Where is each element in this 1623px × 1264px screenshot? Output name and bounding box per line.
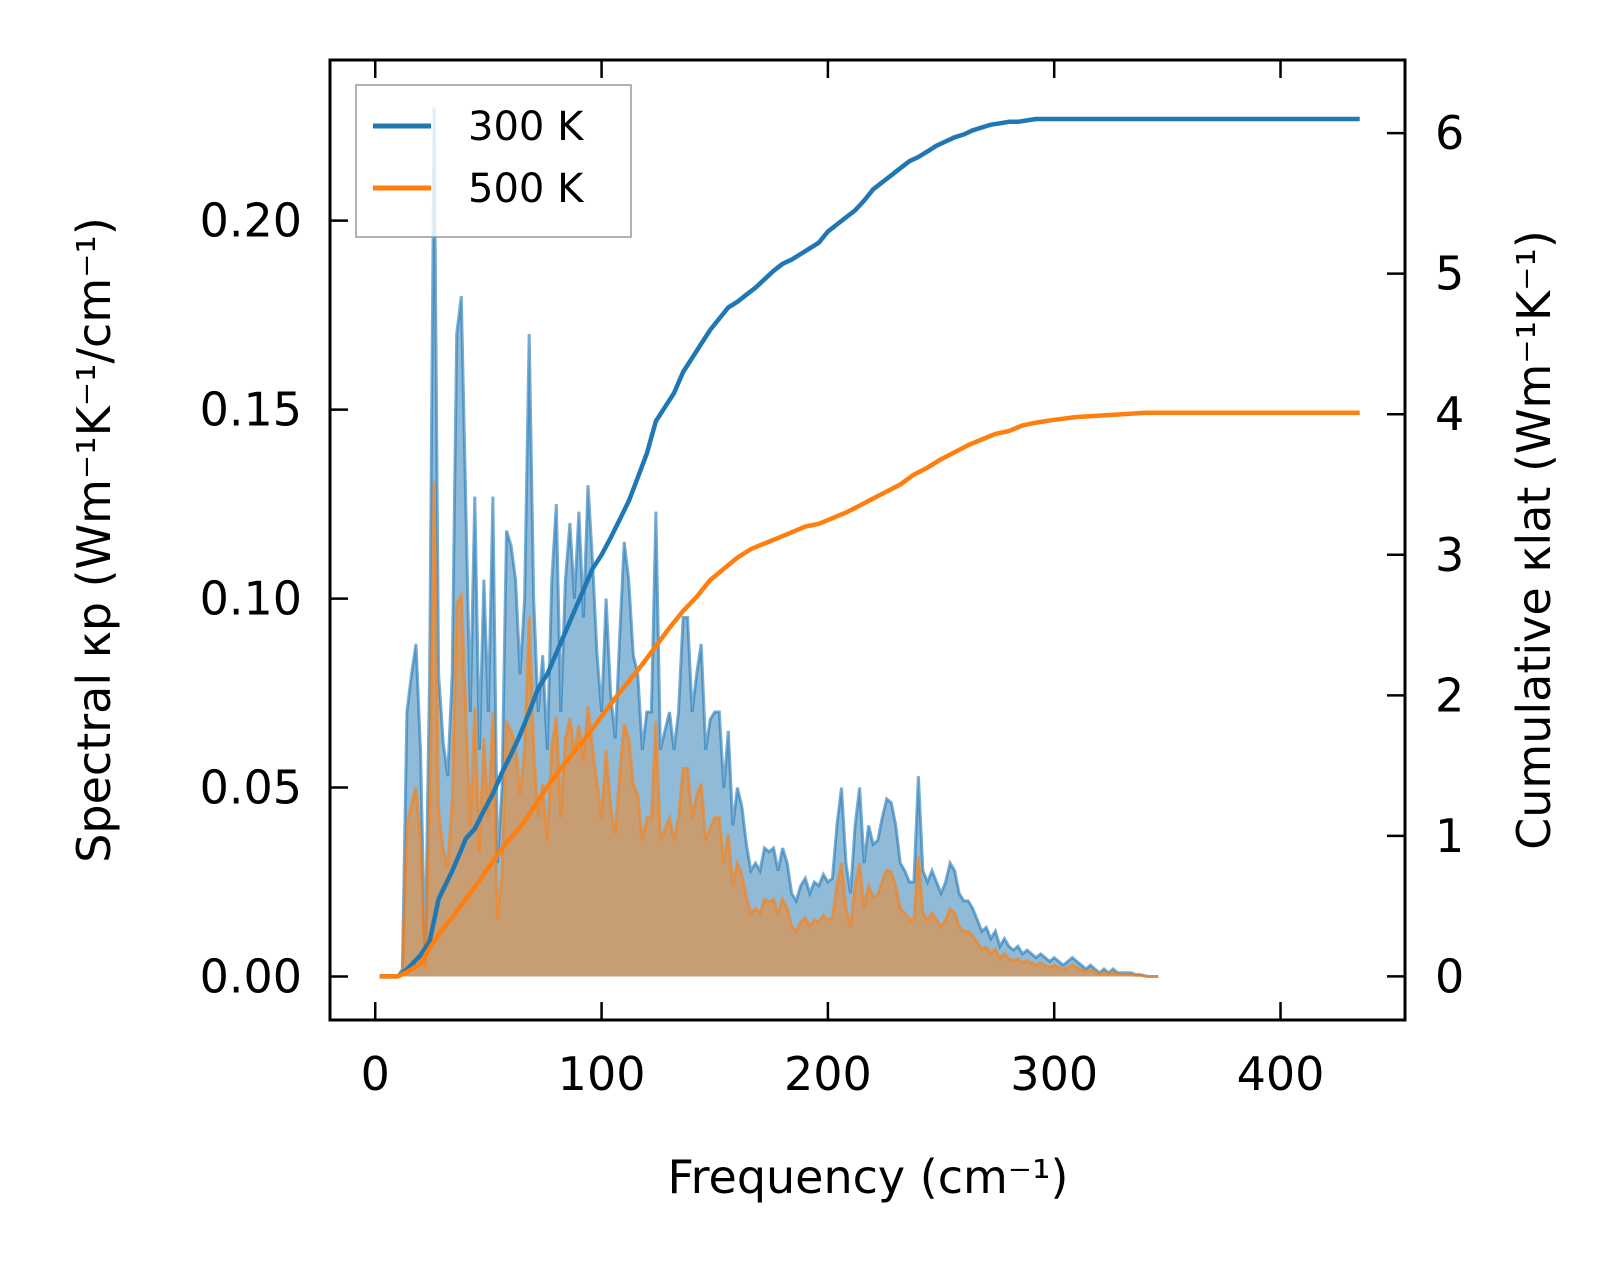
x-tick-label: 400	[1237, 1047, 1325, 1101]
legend-label-300k: 300 K	[468, 104, 585, 150]
plot-frame	[328, 58, 1407, 1022]
spectral-fill-layer	[379, 107, 1159, 978]
x-tick-label: 200	[784, 1047, 872, 1101]
y-left-tick-label: 0.20	[200, 194, 302, 248]
legend: 300 K 500 K	[355, 84, 632, 238]
y-left-tick-label: 0.15	[200, 383, 302, 437]
spectral-outline-500k	[379, 480, 1159, 978]
cumulative-line-300k	[379, 116, 1360, 979]
x-tick-label: 100	[558, 1047, 646, 1101]
y-left-tick-label: 0.05	[200, 761, 302, 815]
y-right-tick-label: 4	[1435, 387, 1464, 441]
y-right-tick-label: 2	[1435, 668, 1464, 722]
y-left-tick-label: 0.00	[200, 950, 302, 1004]
y-right-tick-label: 5	[1435, 247, 1464, 301]
y-right-tick-label: 1	[1435, 809, 1464, 863]
legend-label-500k: 500 K	[468, 166, 585, 212]
cumulative-line-500k	[379, 410, 1360, 979]
cumulative-line-layer	[379, 116, 1360, 979]
y-right-tick-label: 3	[1435, 528, 1464, 582]
x-tick-label: 0	[361, 1047, 390, 1101]
y-right-tick-label: 6	[1435, 106, 1464, 160]
y-left-tick-label: 0.10	[200, 572, 302, 626]
spectral-area-500k	[379, 481, 1159, 977]
spectral-outline-300k	[379, 107, 1159, 978]
axis-ticks: 0 100 200 300 400 0.00 0.05 0.10 0.15 0.20 0 1 2 3 4 5 6	[200, 60, 1464, 1101]
y-right-tick-label: 0	[1435, 949, 1464, 1003]
y-left-axis-label: Spectral κp (Wm⁻¹K⁻¹/cm⁻¹)	[67, 217, 121, 863]
y-right-axis-label: Cumulative κlat (Wm⁻¹K⁻¹)	[1507, 230, 1561, 850]
x-axis-label: Frequency (cm⁻¹)	[668, 1150, 1069, 1204]
legend-box	[355, 84, 632, 238]
x-tick-label: 300	[1010, 1047, 1098, 1101]
